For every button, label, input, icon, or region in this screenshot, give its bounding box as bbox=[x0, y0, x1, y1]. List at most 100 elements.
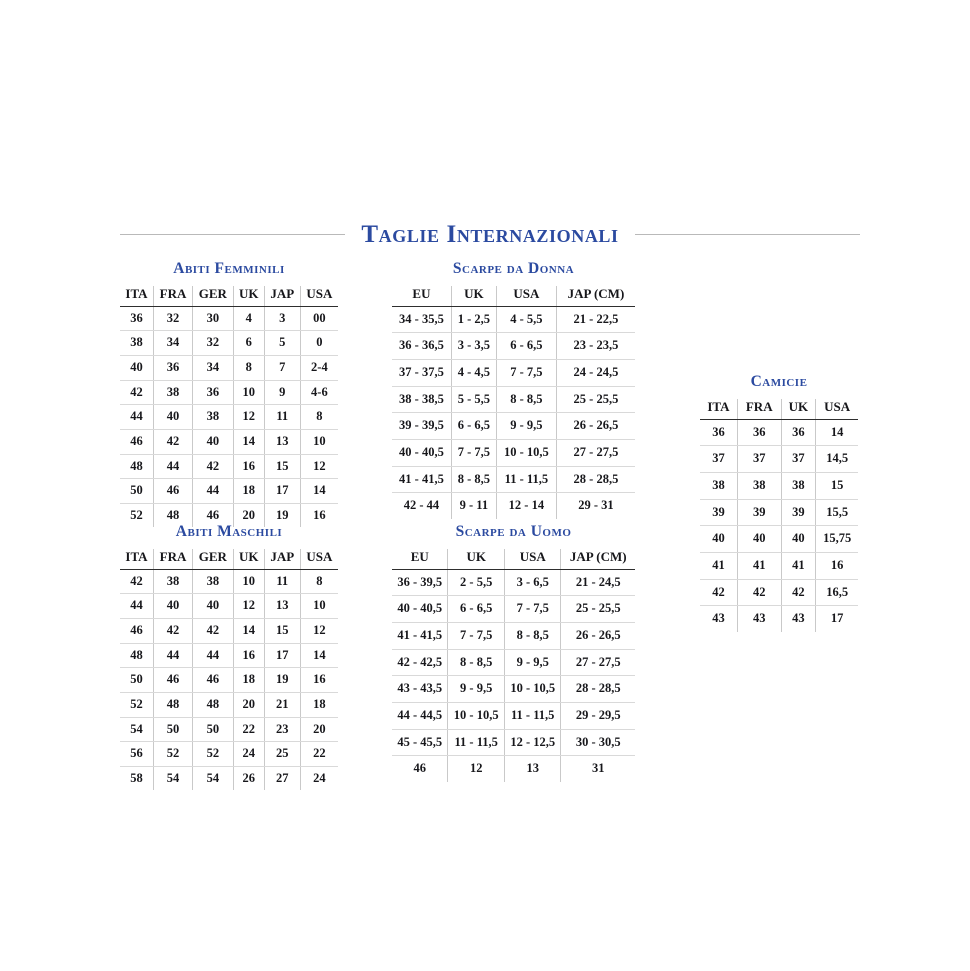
table-cell: 23 - 23,5 bbox=[556, 332, 635, 361]
table-cell: 54 bbox=[192, 766, 234, 791]
table-cell: 6 bbox=[233, 330, 265, 357]
table-title-scarpe-da-donna: Scarpe da Donna bbox=[452, 260, 575, 277]
table-cell: 8 - 8,5 bbox=[504, 622, 562, 650]
table-row: 50 46 46 18 19 16 bbox=[120, 667, 338, 693]
table-cell: 23 bbox=[264, 717, 301, 743]
table-cell: 50 bbox=[120, 667, 154, 693]
table-cell: 43 bbox=[781, 605, 817, 632]
table-cell: 40 bbox=[153, 593, 194, 620]
table-row: 42 - 42,5 8 - 8,5 9 - 9,5 27 - 27,5 bbox=[392, 649, 635, 677]
column-header: ITA bbox=[700, 398, 738, 420]
table-cell: 38 bbox=[192, 404, 234, 430]
table-cell: 43 bbox=[700, 605, 738, 632]
table-header-row: ITA FRA GER UK JAP USA bbox=[120, 285, 338, 307]
table-cell: 54 bbox=[153, 766, 194, 791]
size-table-abiti-maschili: ITA FRA GER UK JAP USA 42 38 38 10 11 8 44 40 40 12 13 1… bbox=[120, 548, 338, 791]
table-cell: 26 - 26,5 bbox=[560, 622, 635, 650]
table-cell: 29 - 29,5 bbox=[560, 702, 635, 730]
table-cell: 42 bbox=[120, 380, 154, 406]
column-header: UK bbox=[451, 285, 497, 307]
table-cell: 12 bbox=[300, 454, 338, 480]
table-cell: 8 bbox=[300, 569, 338, 595]
table-cell: 36 bbox=[192, 380, 234, 406]
table-header-row: ITA FRA UK USA bbox=[700, 398, 858, 420]
table-cell: 36 bbox=[700, 419, 738, 447]
size-table-scarpe-da-uomo: EU UK USA JAP (CM) 36 - 39,5 2 - 5,5 3 - 6,5 2… bbox=[392, 548, 635, 782]
table-row: 34 - 35,5 1 - 2,5 4 - 5,5 21 - 22,5 bbox=[392, 306, 635, 334]
table-cell: 12 bbox=[447, 755, 505, 782]
table-cell: 43 bbox=[737, 605, 782, 632]
table-row: 41 - 41,5 8 - 8,5 11 - 11,5 28 - 28,5 bbox=[392, 466, 635, 494]
table-cell: 34 bbox=[153, 330, 194, 357]
table-cell: 27 - 27,5 bbox=[560, 649, 635, 677]
column-header-unit: CM bbox=[600, 548, 623, 564]
table-cell: 42 - 42,5 bbox=[392, 649, 449, 677]
table-cell: 16 bbox=[233, 454, 265, 480]
table-cell: 2-4 bbox=[300, 355, 338, 381]
table-cell: 8 bbox=[300, 404, 338, 430]
table-cell: 11 - 11,5 bbox=[496, 466, 557, 494]
table-cell: 46 bbox=[120, 429, 154, 455]
table-cell: 11 - 11,5 bbox=[447, 729, 505, 757]
column-header: FRA bbox=[153, 285, 194, 307]
table-row: 50 46 44 18 17 14 bbox=[120, 478, 338, 504]
table-cell: 36 - 36,5 bbox=[392, 332, 452, 361]
table-cell: 16 bbox=[313, 507, 326, 522]
column-header: FRA bbox=[153, 548, 194, 570]
table-cell: 9 bbox=[264, 380, 301, 406]
table-cell: 34 - 35,5 bbox=[392, 306, 452, 334]
table-row: 37 37 37 14,5 bbox=[700, 445, 858, 474]
table-cell: 7 - 7,5 bbox=[496, 359, 557, 387]
table-row: 40 40 40 15,75 bbox=[700, 525, 858, 553]
table-cell: 48 bbox=[120, 454, 154, 480]
column-header: USA bbox=[815, 398, 858, 420]
column-header: UK bbox=[447, 548, 505, 570]
table-row: 41 41 41 16 bbox=[700, 552, 858, 580]
table-cell: 39 bbox=[737, 499, 782, 527]
table-cell: 6 - 6,5 bbox=[496, 332, 557, 361]
table-cell: 30 bbox=[192, 306, 234, 332]
table-cell: 27 bbox=[264, 766, 301, 791]
table-cell: 54 bbox=[120, 717, 154, 743]
table-row: 38 34 32 6 5 0 bbox=[120, 330, 338, 357]
table-cell: 38 bbox=[153, 380, 194, 406]
table-cell: 34 bbox=[192, 355, 234, 381]
table-cell: 38 bbox=[737, 472, 782, 500]
table-cell: 38 bbox=[120, 330, 154, 357]
table-cell: 24 bbox=[233, 741, 265, 767]
table-cell: 24 bbox=[313, 770, 326, 785]
table-body: 36 - 39,5 2 - 5,5 3 - 6,5 21 - 24,5 40 - 40,… bbox=[392, 569, 635, 782]
column-header: JAP (CM) bbox=[560, 548, 635, 570]
table-row: 43 43 43 17 bbox=[700, 605, 858, 632]
table-cell: 45 - 45,5 bbox=[392, 729, 449, 757]
table-row: 39 - 39,5 6 - 6,5 9 - 9,5 26 - 26,5 bbox=[392, 412, 635, 440]
table-cell: 17 bbox=[264, 478, 301, 504]
size-table-abiti-femminili: ITA FRA GER UK JAP USA 36 32 30 4 3 00 38 34 32 6 5 0 40 3… bbox=[120, 285, 338, 528]
table-row: 36 36 36 14 bbox=[700, 419, 858, 447]
table-head: EU UK USA JAP (CM) bbox=[392, 285, 635, 307]
table-cell: 46 bbox=[153, 478, 194, 504]
table-cell: 8 bbox=[233, 355, 265, 381]
table-cell: 6 - 6,5 bbox=[451, 412, 497, 440]
table-cell: 4-6 bbox=[300, 380, 338, 406]
table-cell: 36 bbox=[737, 419, 782, 447]
page-title: Taglie Internazionali bbox=[361, 220, 619, 248]
table-cell: 36 - 39,5 bbox=[392, 569, 449, 597]
table-cell: 21 - 22,5 bbox=[556, 306, 635, 334]
table-cell: 42 bbox=[700, 579, 738, 607]
table-cell: 17 bbox=[830, 611, 844, 626]
table-cell: 18 bbox=[233, 478, 265, 504]
table-cell: 44 bbox=[120, 404, 154, 430]
table-cell: 48 bbox=[192, 692, 234, 718]
table-cell: 20 bbox=[233, 503, 265, 528]
table-cell: 3 - 6,5 bbox=[504, 569, 562, 597]
table-cell: 22 bbox=[233, 717, 265, 743]
table-cell: 41 bbox=[700, 552, 738, 580]
table-cell: 39 - 39,5 bbox=[392, 412, 452, 440]
table-cell: 38 bbox=[192, 569, 234, 595]
table-cell: 44 - 44,5 bbox=[392, 702, 449, 730]
table-row: 46 42 42 14 15 12 bbox=[120, 618, 338, 644]
table-cell: 41 bbox=[737, 552, 782, 580]
table-cell: 36 bbox=[153, 355, 194, 381]
